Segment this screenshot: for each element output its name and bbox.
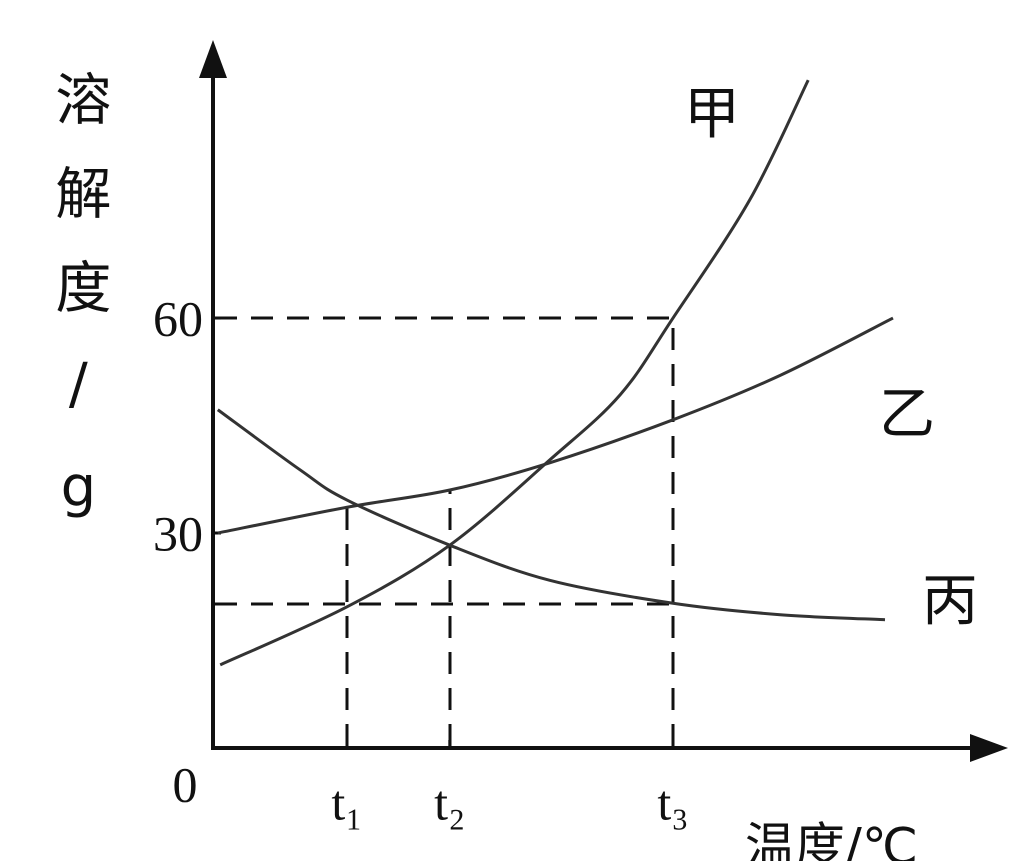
x-axis-label: 温度/℃	[745, 818, 918, 861]
curve	[216, 408, 886, 622]
y-arrow	[199, 40, 227, 78]
curve	[217, 316, 894, 535]
y-tick-label: 30	[153, 505, 203, 561]
series-label: 甲	[684, 82, 740, 147]
series-label: 乙	[879, 382, 935, 447]
x-tick-label: t₂	[434, 774, 465, 830]
y-axis-label: 溶解度/g	[46, 70, 111, 558]
curve	[219, 79, 810, 667]
x-tick-label: t₃	[657, 774, 688, 830]
origin-label: 0	[173, 756, 198, 812]
y-tick-label: 60	[153, 290, 203, 346]
series-label: 丙	[922, 569, 978, 634]
x-arrow	[970, 734, 1008, 762]
x-tick-label: t₁	[331, 774, 362, 830]
